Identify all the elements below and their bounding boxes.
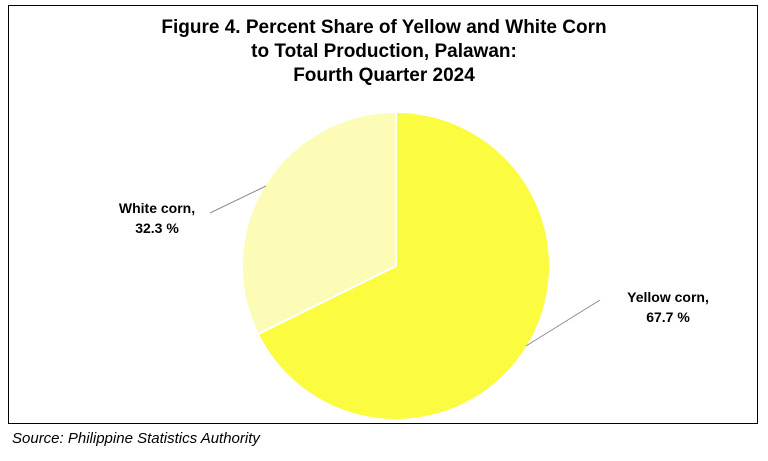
leader-line-white-corn bbox=[209, 185, 267, 214]
leader-line-yellow-corn bbox=[525, 299, 601, 347]
pie-slice-yellow-corn bbox=[256, 110, 551, 421]
data-label-yellow-corn: Yellow corn, 67.7 % bbox=[627, 289, 709, 325]
chart-title-line-2: to Total Production, Palawan: bbox=[251, 41, 517, 62]
data-label-yellow-corn-line-1: Yellow corn, bbox=[627, 289, 709, 305]
data-label-white-corn-line-1: White corn, bbox=[119, 200, 195, 216]
chart-title-line-3: Fourth Quarter 2024 bbox=[293, 65, 475, 86]
source-note: Source: Philippine Statistics Authority bbox=[12, 430, 260, 447]
chart-title: Figure 4. Percent Share of Yellow and Wh… bbox=[9, 16, 759, 88]
chart-title-line-1: Figure 4. Percent Share of Yellow and Wh… bbox=[161, 17, 607, 38]
data-label-white-corn-line-2: 32.3 % bbox=[135, 220, 179, 236]
data-label-white-corn: White corn, 32.3 % bbox=[119, 200, 195, 236]
data-label-yellow-corn-line-2: 67.7 % bbox=[646, 309, 690, 325]
pie-slice-white-corn bbox=[241, 110, 397, 336]
